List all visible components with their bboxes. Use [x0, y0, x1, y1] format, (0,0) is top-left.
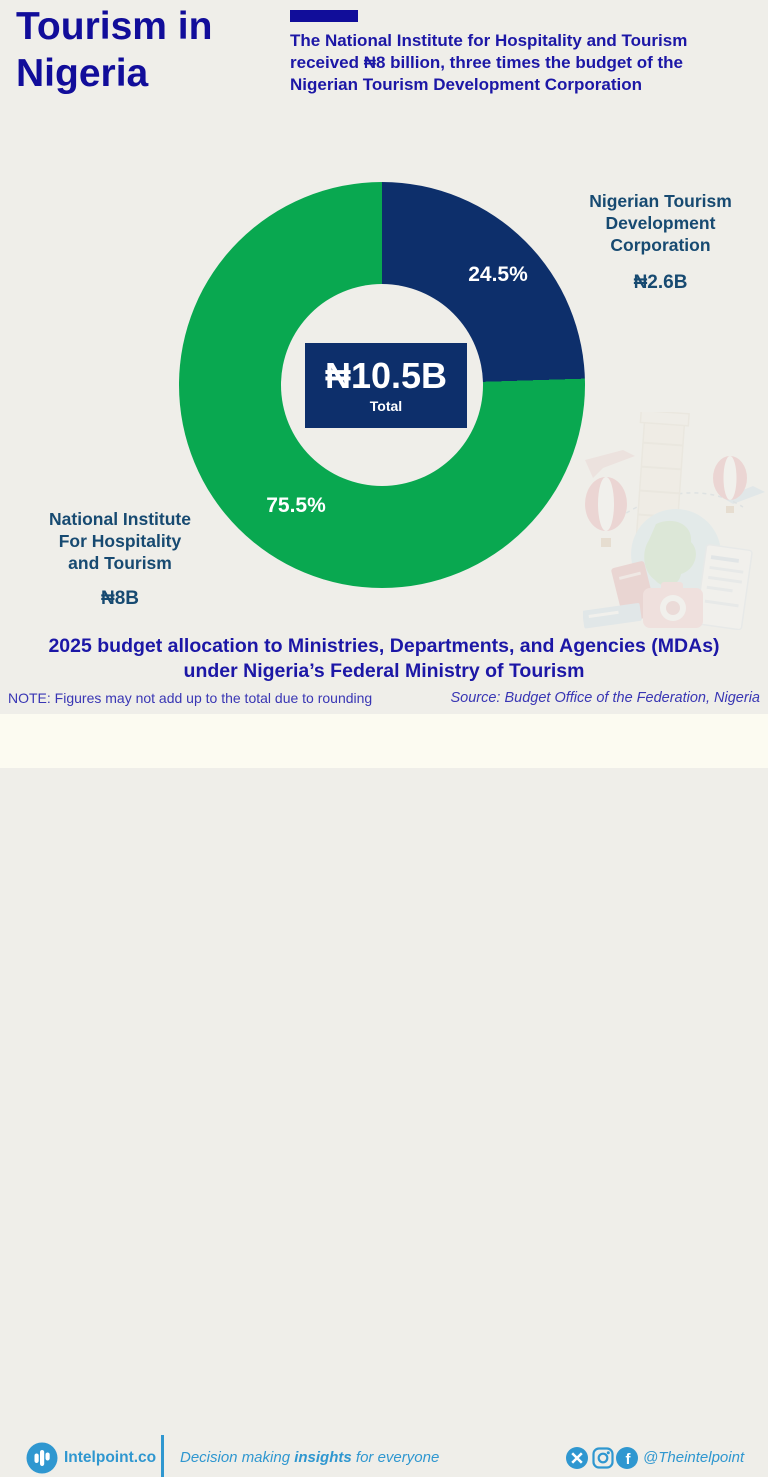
source-text: Source: Budget Office of the Federation,… — [450, 690, 760, 706]
infographic-page: { "colors":{ "page_bg":"#efeee9","footer… — [0, 4, 768, 1477]
slice-label-nihotour: National Institute For Hospitality and T… — [14, 508, 226, 610]
headline-subtitle: The National Institute for Hospitality a… — [290, 30, 768, 96]
instagram-icon — [592, 1447, 614, 1469]
chart-caption-line2: under Nigeria’s Federal Ministry of Tour… — [183, 660, 585, 682]
footer-tagline: Decision making insights for everyone — [180, 1449, 439, 1466]
subtitle-line: Nigerian Tourism Development Corporation — [290, 75, 643, 94]
airplane-icon — [585, 450, 765, 504]
x-icon — [566, 1447, 588, 1469]
slice-label-line: National Institute — [49, 509, 191, 529]
travel-watermark-illustration — [583, 412, 765, 630]
ticket-icon — [583, 603, 642, 629]
travel-path — [612, 492, 744, 523]
passport-icon — [611, 561, 657, 623]
footer-divider — [161, 1435, 164, 1477]
chart-caption-line1: 2025 budget allocation to Ministries, De… — [48, 635, 720, 657]
slice-label-line: Nigerian Tourism — [589, 191, 732, 211]
total-box: ₦10.5B Total — [305, 343, 467, 428]
facebook-icon: f — [616, 1447, 638, 1469]
page-title: Tourism in Nigeria — [16, 4, 212, 98]
chart-caption: 2025 budget allocation to Ministries, De… — [0, 634, 768, 684]
tagline-post: for everyone — [351, 1449, 440, 1466]
note-text: NOTE: Figures may not add up to the tota… — [8, 690, 373, 706]
subtitle-line: received ₦8 billion, three times the bud… — [290, 53, 683, 72]
document-icon — [695, 543, 753, 630]
leaning-tower-icon — [635, 412, 690, 543]
slice-label-line: Development — [605, 213, 716, 233]
slice-label-line: For Hospitality — [58, 531, 182, 551]
slice-value-nihotour: ₦8B — [100, 588, 139, 609]
brand-name: Intelpoint.co — [64, 1449, 157, 1466]
percent-label-nihotour: 75.5% — [266, 494, 326, 517]
slice-label-line: and Tourism — [68, 553, 172, 573]
total-sublabel: Total — [369, 397, 403, 414]
hot-air-balloon-icon — [585, 456, 747, 547]
page-title-line2: Nigeria — [16, 51, 149, 95]
page-title-line1: Tourism in — [16, 5, 213, 48]
percent-label-ntdc: 24.5% — [468, 263, 528, 286]
globe-icon — [631, 509, 721, 599]
tagline-pre: Decision making — [180, 1449, 295, 1466]
tagline-bold: insights — [294, 1449, 352, 1466]
slice-label-line: Corporation — [610, 235, 711, 255]
bar-chart-icon — [26, 1442, 58, 1474]
subtitle-line: The National Institute for Hospitality a… — [290, 31, 688, 50]
camera-icon — [643, 582, 703, 628]
accent-bar — [290, 10, 358, 22]
social-handle: @Theintelpoint — [643, 1449, 745, 1466]
slice-label-ntdc: Nigerian Tourism Development Corporation… — [553, 190, 768, 294]
total-value: ₦10.5B — [324, 355, 448, 397]
slice-value-ntdc: ₦2.6B — [633, 272, 688, 293]
footer-bar: Intelpoint.co Decision making insights f… — [0, 714, 768, 1477]
